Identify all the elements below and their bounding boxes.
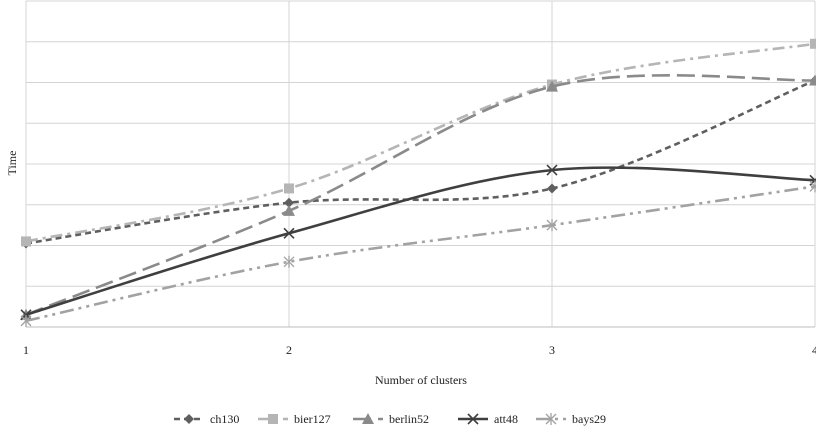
series-line-att48 xyxy=(25,166,816,317)
series-line-bier127 xyxy=(25,42,816,243)
series-line-bays29 xyxy=(25,185,816,323)
legend: ch130 bier127 berlin52 att48 bays29 xyxy=(174,412,606,426)
legend-item-bays29: bays29 xyxy=(536,412,606,426)
x-axis-label: Number of clusters xyxy=(375,373,467,387)
data-point-bays29 xyxy=(809,180,816,193)
data-point-ch130 xyxy=(284,197,294,208)
legend-item-bier127: bier127 xyxy=(258,412,331,426)
legend-marker-bier127 xyxy=(268,414,278,424)
series-att48 xyxy=(20,164,816,321)
series-line-berlin52 xyxy=(25,74,816,316)
data-point-att48 xyxy=(283,227,295,239)
gridlines xyxy=(25,0,816,328)
series-bays29 xyxy=(20,180,816,327)
x-tick-label: 2 xyxy=(286,343,292,357)
series-lines xyxy=(20,38,816,327)
data-point-ch130 xyxy=(547,183,557,194)
data-point-bays29 xyxy=(20,314,32,327)
data-point-bier127 xyxy=(21,236,31,247)
legend-label-bier127: bier127 xyxy=(294,412,331,426)
data-point-bier127 xyxy=(284,183,294,194)
data-point-berlin52 xyxy=(546,80,558,92)
data-point-bier127 xyxy=(810,38,816,49)
x-tick-labels: 1 2 3 4 xyxy=(23,343,816,357)
data-point-bays29 xyxy=(283,255,295,268)
data-point-bays29 xyxy=(546,219,558,232)
x-tick-label: 3 xyxy=(549,343,555,357)
series-ch130 xyxy=(21,75,816,249)
legend-item-berlin52: berlin52 xyxy=(353,412,429,426)
legend-label-att48: att48 xyxy=(494,412,518,426)
legend-label-berlin52: berlin52 xyxy=(389,412,429,426)
legend-marker-bays29 xyxy=(545,413,557,425)
legend-item-att48: att48 xyxy=(458,412,518,426)
x-tick-label: 4 xyxy=(812,343,816,357)
legend-marker-att48 xyxy=(467,413,479,425)
data-point-att48 xyxy=(546,164,558,176)
data-point-berlin52 xyxy=(283,204,295,216)
x-tick-label: 1 xyxy=(23,343,29,357)
y-axis-label: Time xyxy=(5,151,19,176)
legend-label-bays29: bays29 xyxy=(572,412,606,426)
legend-label-ch130: ch130 xyxy=(210,412,239,426)
series-line-ch130 xyxy=(25,79,816,245)
legend-marker-ch130 xyxy=(184,414,194,424)
legend-marker-berlin52 xyxy=(362,413,374,424)
legend-item-ch130: ch130 xyxy=(174,412,239,426)
data-point-berlin52 xyxy=(809,74,816,86)
